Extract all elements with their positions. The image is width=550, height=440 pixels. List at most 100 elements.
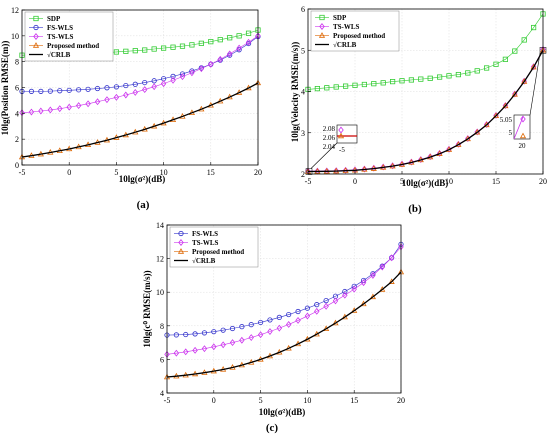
x-axis-label: 10lg(σ²)(dB) [402,178,449,188]
x-tick-label: 20 [539,177,547,186]
data-point [211,343,217,351]
data-point [342,288,348,295]
inset-y-tick: 5.05 [500,116,513,124]
data-point [236,44,242,52]
x-tick-label: 10 [445,177,453,186]
legend-label: √CRLB [47,51,71,59]
data-point [333,84,339,90]
data-point [304,305,310,311]
y-tick-label: 10 [11,32,19,41]
chart-panel-3: -5 0 5 10 15 20 4 6 8 10 12 14 10lg(σ²)(dB) 10lg(c⁰ R… [142,221,405,434]
x-axis-label: 10lg(σ²)(dB) [259,407,306,417]
data-point [239,324,245,330]
data-point [455,71,462,78]
inset-y-tick: 2.06 [323,134,336,142]
data-point [179,43,186,49]
data-point [248,334,254,342]
data-point [179,73,186,81]
data-point [427,153,433,161]
legend-label: FS-WLS [192,230,218,238]
data-point [189,42,195,48]
y-tick-label: 2 [15,135,19,144]
zoom-box [305,168,313,175]
y-tick-label: 6 [160,355,164,364]
data-point [132,88,138,96]
x-tick-label: 20 [254,168,262,177]
series-line-5 [21,82,259,158]
data-point [170,76,176,84]
data-point [276,314,282,320]
data-point [418,76,424,82]
legend-marker [318,32,326,38]
inset-y-tick: 2.04 [323,143,336,151]
y-tick-label: 4 [160,389,164,398]
y-tick-label: 4 [15,109,19,118]
data-point [142,47,148,53]
data-point [28,108,35,116]
inset-left: 2.082.062.04 -5 [305,124,358,175]
data-point [183,348,189,356]
data-point [160,80,167,88]
legend-label: √CRLB [192,257,216,265]
data-point [323,302,329,310]
inset-right: 5.05 5 20 [500,47,547,150]
y-tick-label: 5 [301,46,305,55]
data-point [85,86,91,92]
axes-frame [166,224,402,394]
data-point [211,329,217,335]
data-point [332,297,339,305]
y-tick-label: 6 [301,5,305,14]
data-point [531,24,537,31]
legend-label: SDP [47,15,61,23]
data-point [198,65,205,73]
legend-label: TS-WLS [47,33,74,41]
legend-label: √CRLB [333,41,357,49]
legend-marker [319,23,325,30]
x-tick-label: 15 [492,177,500,186]
data-point [217,55,223,63]
legend-marker [178,230,184,237]
data-point [113,93,120,101]
data-point [123,91,129,99]
data-point [151,78,157,84]
data-point [446,73,452,79]
series-line-4 [307,49,544,173]
data-point [245,38,252,46]
data-point [28,88,35,94]
data-point [314,302,320,308]
data-point [123,82,129,89]
data-point [170,44,176,50]
data-point [38,88,44,94]
data-point [132,81,138,87]
data-point [38,107,44,115]
panel-label: (a) [137,199,150,211]
data-point [151,83,157,91]
x-tick-label: 5 [400,177,404,186]
y-tick-label: 0 [15,161,19,170]
data-point [389,79,396,85]
legend-marker [178,239,184,246]
inset-frame [336,124,358,144]
x-tick-label: 0 [67,168,71,177]
zoom-arrow [310,142,338,169]
data-point [342,83,349,89]
data-point [47,106,54,114]
data-point [342,291,348,299]
data-point [189,69,195,77]
data-point [179,71,186,77]
data-point [304,312,311,320]
data-point [380,80,386,86]
data-point [371,81,377,87]
data-point [361,81,368,88]
data-point [408,77,415,83]
data-point [370,271,376,279]
data-point [142,86,148,94]
x-tick-label: 5 [259,396,263,405]
data-point [76,87,82,93]
inset-y-tick: 5 [509,129,513,137]
data-point [324,85,330,91]
